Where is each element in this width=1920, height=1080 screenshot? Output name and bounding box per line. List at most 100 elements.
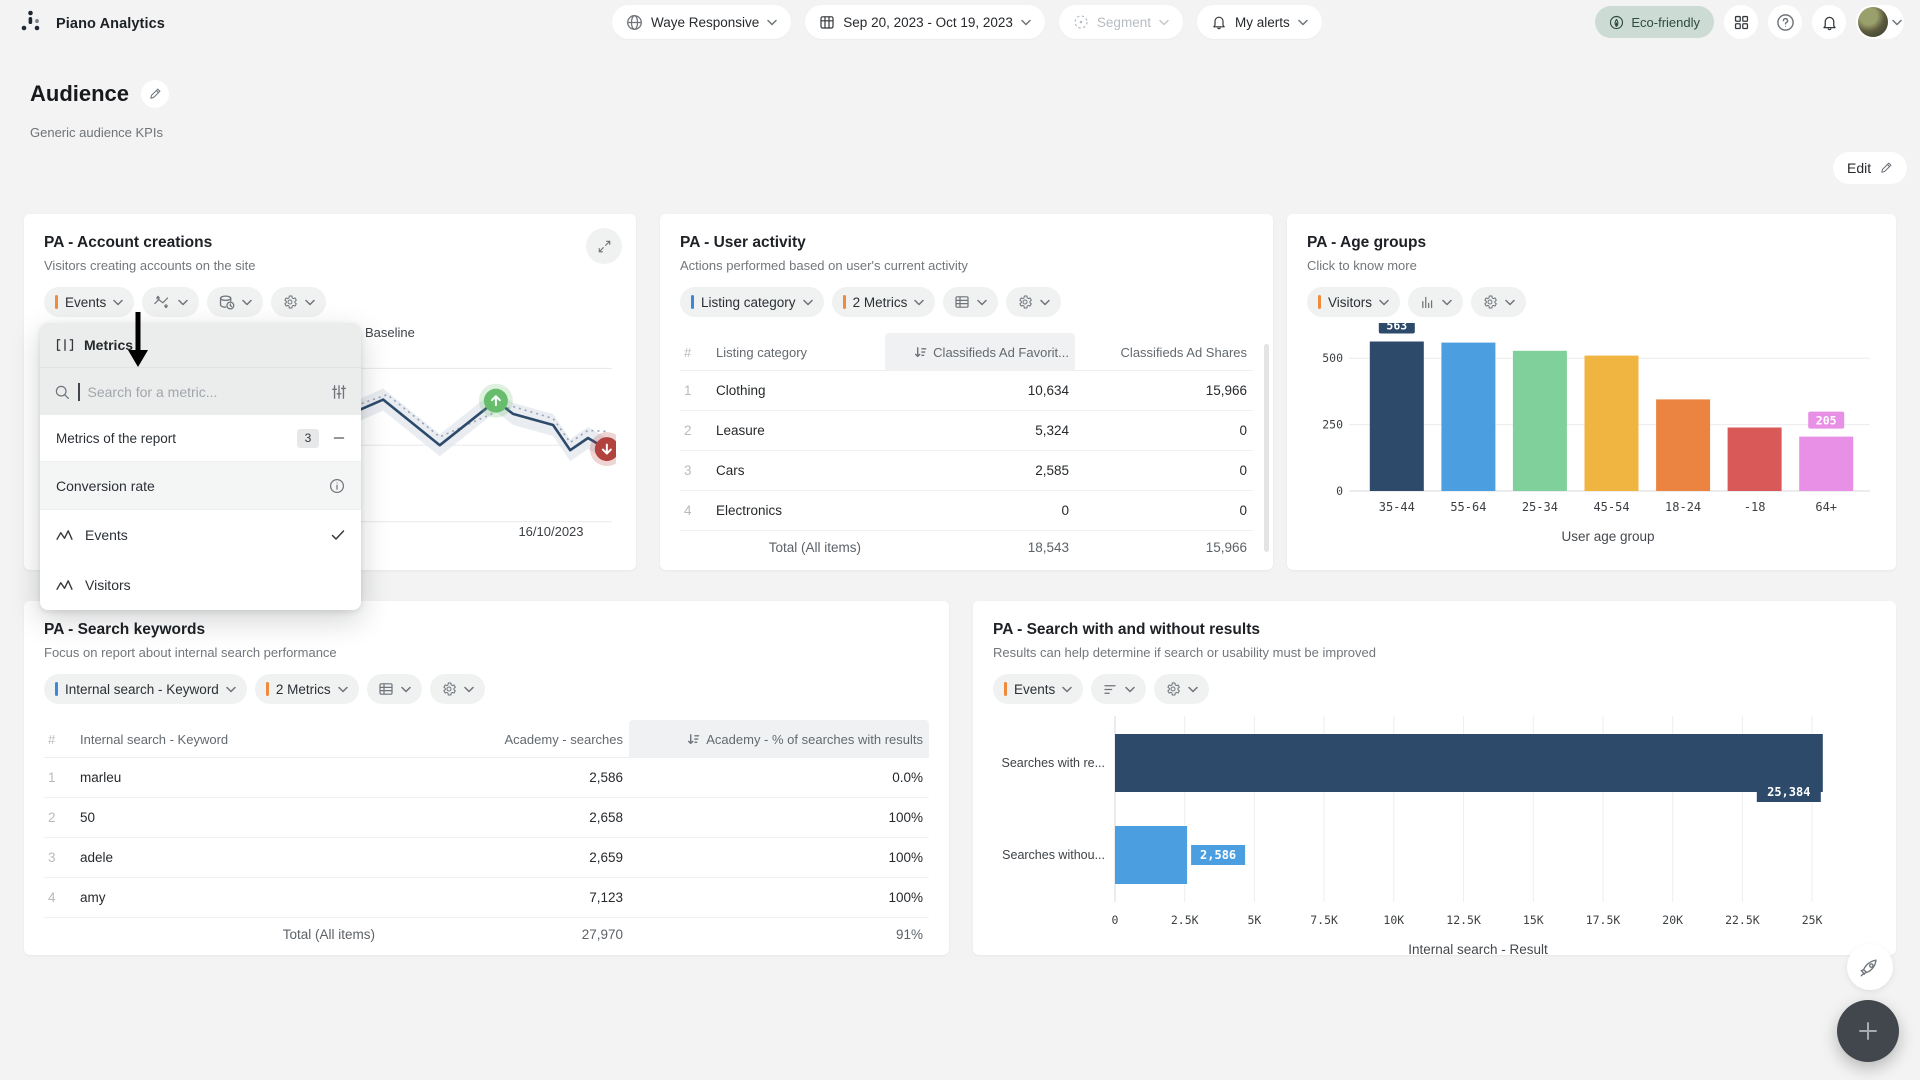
collapse-minus-icon[interactable]: [333, 432, 345, 444]
table-scrollbar[interactable]: [1264, 344, 1269, 552]
text-caret: [78, 383, 80, 401]
table-total-row: Total (All items) 27,970 91%: [44, 918, 929, 950]
segment-selector[interactable]: Segment: [1059, 5, 1183, 39]
col-header-metric1-sorted[interactable]: Classifieds Ad Favorit...: [885, 333, 1075, 371]
pencil-icon: [148, 87, 162, 101]
help-button[interactable]: [1768, 5, 1802, 39]
display-type-pill[interactable]: [943, 287, 998, 317]
my-alerts-label: My alerts: [1235, 15, 1290, 30]
table-row[interactable]: 1 marleu 2,586 0.0%: [44, 758, 929, 798]
card-subtitle: Results can help determine if search or …: [993, 645, 1876, 660]
chevron-down-icon: [338, 686, 348, 693]
metric-selector-pill[interactable]: Events: [993, 674, 1083, 704]
col-header-rank[interactable]: #: [680, 345, 716, 360]
col-header-metric2[interactable]: Classifieds Ad Shares: [1075, 345, 1253, 360]
logo-icon: [18, 8, 44, 34]
topbar: Piano Analytics Waye Responsive Sep 20, …: [0, 0, 1920, 44]
chevron-down-icon: [977, 299, 987, 306]
chevron-down-icon: [1505, 299, 1515, 306]
settings-pill[interactable]: [1471, 287, 1526, 317]
settings-pill[interactable]: [1006, 287, 1061, 317]
add-widget-fab[interactable]: [1837, 1000, 1899, 1062]
svg-text:0: 0: [1336, 484, 1343, 498]
col-header-rank[interactable]: #: [44, 732, 80, 747]
display-type-pill[interactable]: [1091, 674, 1146, 704]
table-row[interactable]: 2 50 2,658 100%: [44, 798, 929, 838]
dimension-selector-pill[interactable]: Internal search - Keyword: [44, 674, 247, 704]
edit-dashboard-button[interactable]: Edit: [1833, 152, 1907, 184]
info-icon[interactable]: [329, 478, 345, 494]
col-header-dimension[interactable]: Listing category: [716, 345, 885, 360]
svg-text:55-64: 55-64: [1450, 500, 1486, 514]
svg-text:500: 500: [1322, 351, 1343, 365]
svg-text:0: 0: [1112, 913, 1119, 927]
table-row[interactable]: 3 Cars 2,585 0: [680, 451, 1253, 491]
date-range-value: Sep 20, 2023 - Oct 19, 2023: [843, 15, 1013, 30]
data-period-pill[interactable]: [207, 287, 263, 317]
metric-search-row[interactable]: [40, 367, 361, 415]
site-selector[interactable]: Waye Responsive: [612, 5, 791, 39]
my-alerts-button[interactable]: My alerts: [1197, 5, 1322, 39]
search-results-chart[interactable]: 02.5K5K7.5K10K12.5K15K17.5K20K22.5K25KSe…: [993, 710, 1876, 962]
chevron-down-icon: [1379, 299, 1389, 306]
svg-text:45-54: 45-54: [1593, 500, 1629, 514]
metrics-selector-pill[interactable]: 2 Metrics: [832, 287, 936, 317]
apps-grid-button[interactable]: [1724, 5, 1758, 39]
chevron-down-icon: [226, 686, 236, 693]
quick-start-button[interactable]: [1847, 944, 1893, 990]
gear-icon: [1017, 294, 1033, 310]
metric-item-label: Conversion rate: [56, 478, 329, 494]
horizontal-bars-icon: [1102, 682, 1118, 697]
svg-text:18-24: 18-24: [1665, 500, 1701, 514]
date-range-picker[interactable]: Sep 20, 2023 - Oct 19, 2023: [805, 5, 1045, 39]
metric-item-visitors[interactable]: Visitors: [40, 560, 361, 610]
chevron-down-icon: [1892, 19, 1902, 26]
svg-text:2,586: 2,586: [1200, 848, 1236, 862]
page-title: Audience: [30, 81, 129, 107]
pencil-icon: [1879, 161, 1893, 175]
display-type-pill[interactable]: [1408, 287, 1463, 317]
display-type-pill[interactable]: [367, 674, 422, 704]
table-row[interactable]: 2 Leasure 5,324 0: [680, 411, 1253, 451]
segment-label: Segment: [1097, 15, 1151, 30]
bar-chart-icon: [1419, 295, 1435, 310]
gear-icon: [441, 681, 457, 697]
col-header-dimension[interactable]: Internal search - Keyword: [80, 732, 399, 747]
metric-selector-pill[interactable]: Events: [44, 287, 134, 317]
svg-text:64+: 64+: [1815, 500, 1837, 514]
metric-item-conversion-rate[interactable]: Conversion rate: [40, 462, 361, 510]
svg-text:16/10/2023: 16/10/2023: [518, 524, 583, 539]
col-header-metric1[interactable]: Academy - searches: [399, 732, 629, 747]
settings-pill[interactable]: [1154, 674, 1209, 704]
filter-sliders-icon[interactable]: [331, 384, 347, 400]
age-groups-chart[interactable]: 025050035-4455-6425-3445-5418-24-1864+56…: [1307, 323, 1876, 565]
card-title: PA - Search with and without results: [993, 621, 1876, 639]
svg-text:-18: -18: [1744, 500, 1766, 514]
eco-friendly-badge[interactable]: Eco-friendly: [1595, 6, 1714, 38]
metric-selector-pill[interactable]: Visitors: [1307, 287, 1400, 317]
user-menu[interactable]: [1856, 5, 1904, 39]
expand-card-button[interactable]: [586, 228, 622, 264]
leaf-icon: [1609, 15, 1624, 30]
metrics-selector-pill[interactable]: 2 Metrics: [255, 674, 359, 704]
settings-pill[interactable]: [271, 287, 326, 317]
dimension-selector-pill[interactable]: Listing category: [680, 287, 824, 317]
table-row[interactable]: 4 amy 7,123 100%: [44, 878, 929, 918]
table-row[interactable]: 4 Electronics 0 0: [680, 491, 1253, 531]
metric-item-events[interactable]: Events: [40, 510, 361, 560]
metric-search-input[interactable]: [88, 384, 324, 400]
table-row[interactable]: 3 adele 2,659 100%: [44, 838, 929, 878]
settings-pill[interactable]: [430, 674, 485, 704]
metrics-of-report-section[interactable]: Metrics of the report 3: [40, 415, 361, 462]
notifications-button[interactable]: [1812, 5, 1846, 39]
piano-analytics-logo[interactable]: [18, 8, 44, 39]
apps-grid-icon: [1733, 14, 1750, 31]
rename-dashboard-button[interactable]: [141, 80, 169, 108]
app-title: Piano Analytics: [56, 16, 165, 32]
metric-count-badge: 3: [297, 429, 319, 448]
table-row[interactable]: 1 Clothing 10,634 15,966: [680, 371, 1253, 411]
metric-pill-label: Visitors: [1328, 295, 1372, 310]
col-header-metric2-sorted[interactable]: Academy - % of searches with results: [629, 720, 929, 758]
chevron-down-icon: [1159, 19, 1169, 26]
trend-options-pill[interactable]: [142, 287, 199, 317]
